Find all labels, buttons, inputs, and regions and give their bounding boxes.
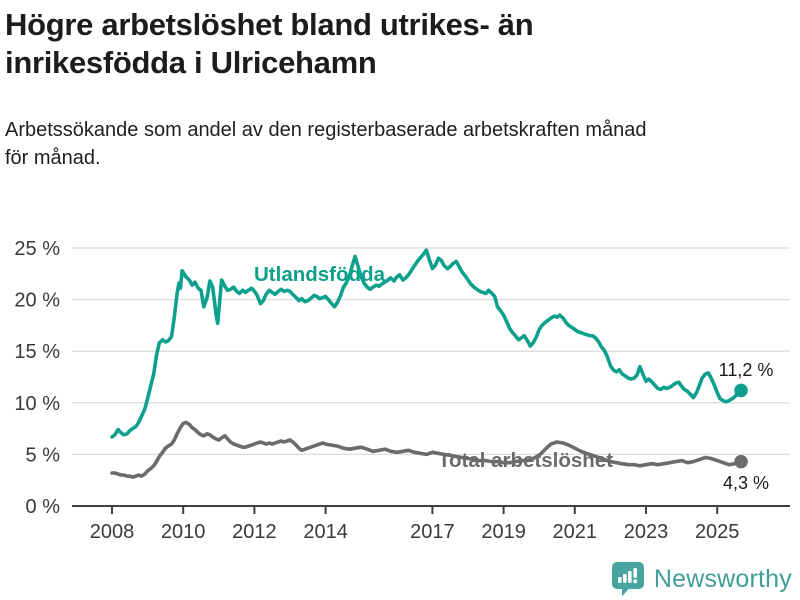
speech-bubble-bar-chart-icon xyxy=(611,562,644,597)
end-value-label-utlandsfodda: 11,2 % xyxy=(719,360,774,380)
brand-name: Newsworthy xyxy=(653,564,792,593)
page-title: Högre arbetslöshet bland utrikes- än inr… xyxy=(5,6,765,82)
y-tick-label-25: 25 % xyxy=(14,238,60,260)
y-tick-label-5: 5 % xyxy=(26,444,61,466)
series-lines xyxy=(110,248,748,479)
annotations: Utlandsfödda Total arbetslöshet 11,2 % 4… xyxy=(254,263,773,493)
series-line-1 xyxy=(110,420,743,479)
end-value-label-total: 4,3 % xyxy=(723,473,769,493)
y-tick-label-15: 15 % xyxy=(14,341,60,363)
newsworthy-logo: Newsworthy xyxy=(611,561,792,597)
y-tick-label-20: 20 % xyxy=(14,290,60,312)
y-tick-label-10: 10 % xyxy=(14,393,60,415)
series-label-total-arbetsloshet: Total arbetslöshet xyxy=(438,449,613,472)
title-line-2: inrikesfödda i Ulricehamn xyxy=(5,45,377,80)
x-tick-label-2025: 2025 xyxy=(695,521,740,543)
gridlines xyxy=(72,247,790,456)
chart-subtitle: Arbetssökande som andel av den registerb… xyxy=(5,116,785,172)
subtitle-line-1: Arbetssökande som andel av den registerb… xyxy=(5,119,647,141)
subtitle-line-2: för månad. xyxy=(5,147,101,169)
series-end-dot-0 xyxy=(734,383,748,398)
x-tick-label-2012: 2012 xyxy=(232,521,277,543)
series-end-dot-1 xyxy=(734,454,748,469)
x-tick-label-2010: 2010 xyxy=(161,521,206,543)
x-axis xyxy=(72,505,790,514)
x-tick-label-2019: 2019 xyxy=(481,521,526,543)
series-line-0 xyxy=(110,248,743,439)
y-tick-label-0: 0 % xyxy=(26,496,61,518)
x-tick-label-2008: 2008 xyxy=(90,521,135,543)
y-axis-labels: 0 % 5 % 10 % 15 % 20 % 25 % xyxy=(14,238,60,518)
series-label-utlandsfodda: Utlandsfödda xyxy=(254,263,386,286)
title-line-1: Högre arbetslöshet bland utrikes- än xyxy=(5,7,534,42)
x-tick-label-2017: 2017 xyxy=(410,521,455,543)
x-axis-labels: 2008 2010 2012 2014 2017 2019 2021 2023 2025 xyxy=(90,521,740,543)
x-tick-label-2014: 2014 xyxy=(303,521,348,543)
x-tick-label-2023: 2023 xyxy=(624,521,669,543)
x-tick-label-2021: 2021 xyxy=(553,521,598,543)
